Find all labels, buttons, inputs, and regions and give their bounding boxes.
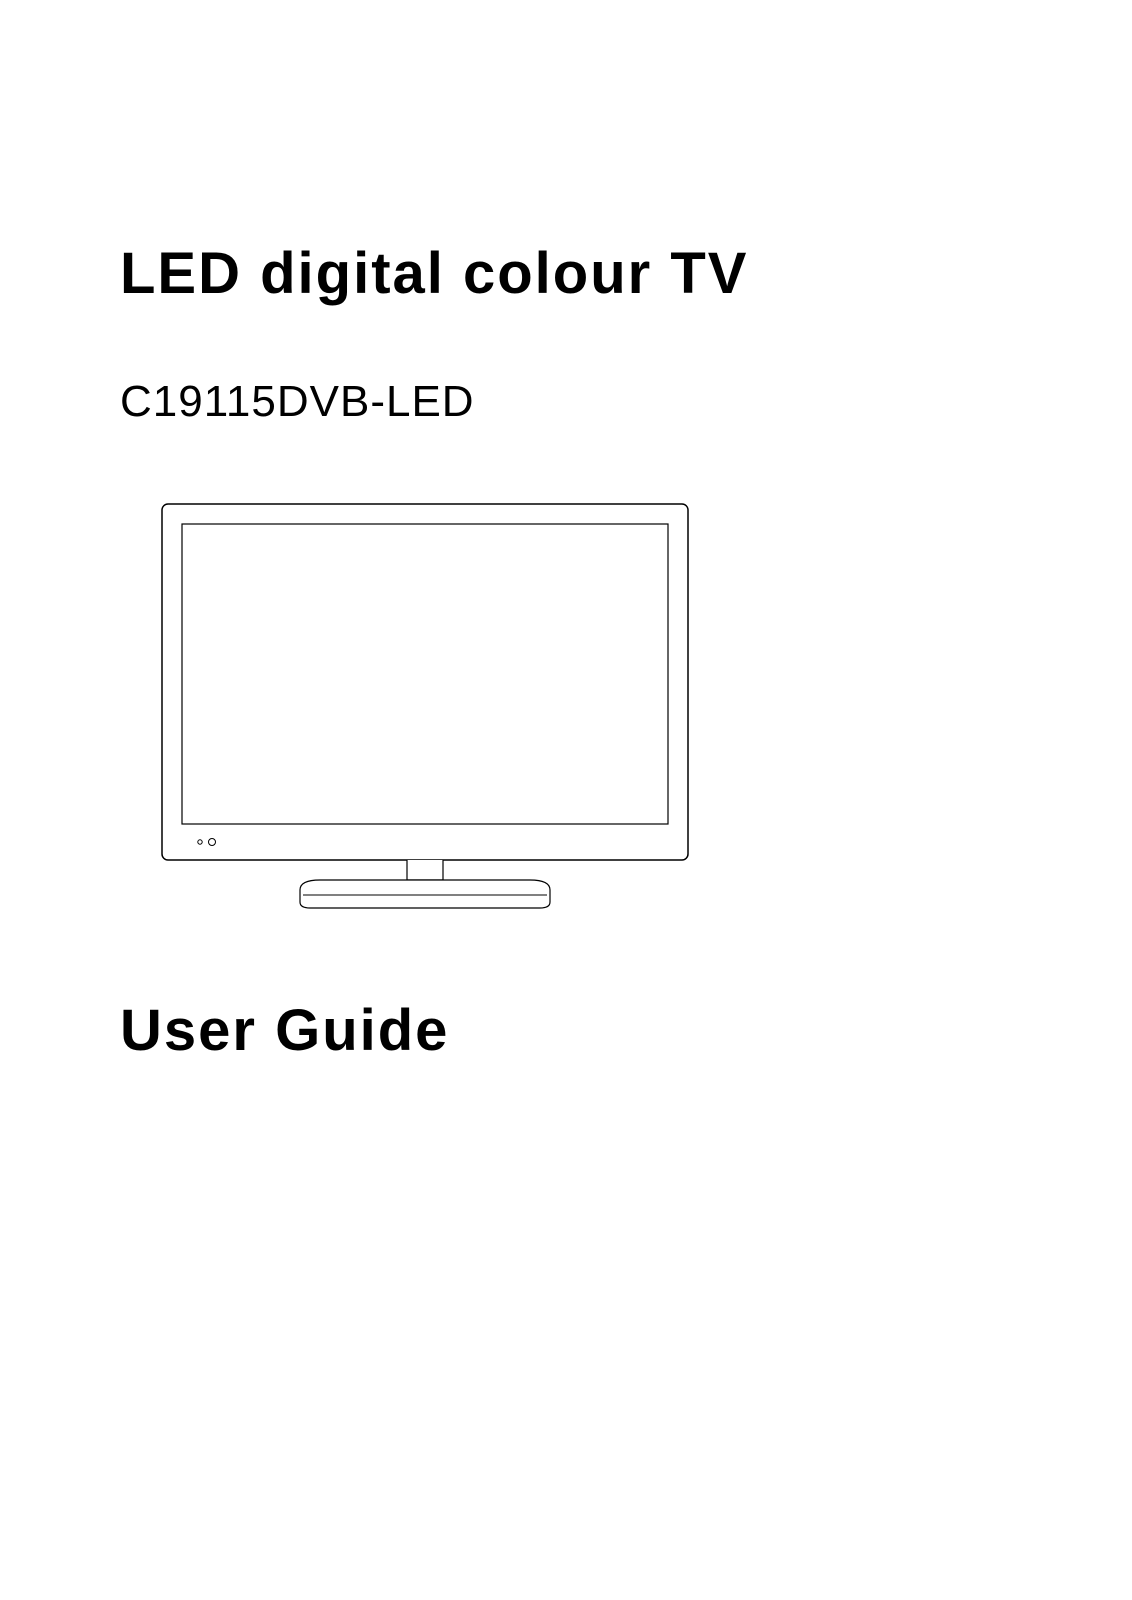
model-number: C19115DVB-LED — [120, 377, 1012, 427]
user-guide-title: User Guide — [120, 997, 1012, 1064]
main-title: LED digital colour TV — [120, 240, 1012, 307]
page-container: LED digital colour TV C19115DVB-LED User… — [0, 0, 1132, 1064]
tv-line-drawing-icon — [160, 502, 690, 912]
tv-illustration — [160, 502, 1012, 912]
